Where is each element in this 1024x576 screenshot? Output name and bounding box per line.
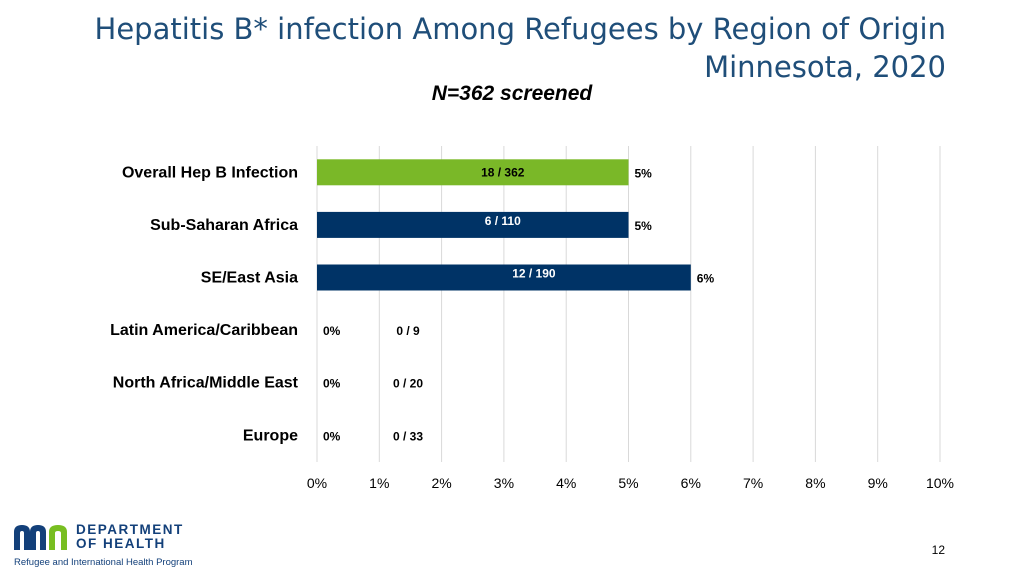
category-label: Europe	[243, 427, 298, 444]
x-tick-label: 4%	[556, 475, 576, 491]
bar	[317, 159, 629, 186]
count-label: 12 / 190	[512, 267, 556, 281]
program-name: Refugee and International Health Program	[14, 557, 193, 568]
value-label: 6%	[697, 272, 715, 286]
chart-title: Hepatitis B* infection Among Refugees by…	[46, 10, 946, 86]
value-label: 5%	[635, 166, 653, 180]
category-label: Overall Hep B Infection	[122, 164, 298, 181]
bar	[317, 211, 629, 238]
value-label: 0%	[323, 377, 341, 391]
count-label: 6 / 110	[485, 214, 521, 228]
bar	[317, 264, 691, 291]
logo-wordmark: DEPARTMENT OF HEALTH	[76, 523, 184, 551]
value-label: 5%	[635, 219, 653, 233]
category-label: SE/East Asia	[201, 270, 298, 287]
count-label: 18 / 362	[481, 165, 525, 179]
page-number: 12	[931, 543, 945, 557]
count-label: 0 / 9	[396, 324, 420, 338]
x-tick-label: 1%	[369, 475, 389, 491]
x-tick-label: 5%	[618, 475, 638, 491]
category-label: Sub-Saharan Africa	[150, 217, 298, 234]
mdh-logo-icon	[14, 525, 67, 550]
chart-subtitle: N=362 screened	[431, 82, 593, 105]
x-tick-label: 3%	[494, 475, 514, 491]
x-tick-label: 10%	[926, 475, 954, 491]
x-tick-label: 6%	[681, 475, 701, 491]
value-label: 0%	[323, 324, 341, 338]
x-tick-label: 7%	[743, 475, 763, 491]
value-label: 0%	[323, 429, 341, 443]
x-tick-label: 8%	[805, 475, 825, 491]
count-label: 0 / 33	[393, 429, 423, 443]
logo-line-1: DEPARTMENT	[76, 522, 184, 537]
count-label: 0 / 20	[393, 377, 423, 391]
category-label: Latin America/Caribbean	[110, 322, 298, 339]
logo-line-2: OF HEALTH	[76, 536, 166, 551]
x-tick-label: 2%	[431, 475, 451, 491]
title-line-2: Minnesota, 2020	[704, 50, 946, 84]
category-label: North Africa/Middle East	[113, 375, 299, 392]
x-tick-label: 9%	[868, 475, 888, 491]
x-tick-label: 0%	[307, 475, 327, 491]
title-line-1: Hepatitis B* infection Among Refugees by…	[94, 12, 946, 46]
